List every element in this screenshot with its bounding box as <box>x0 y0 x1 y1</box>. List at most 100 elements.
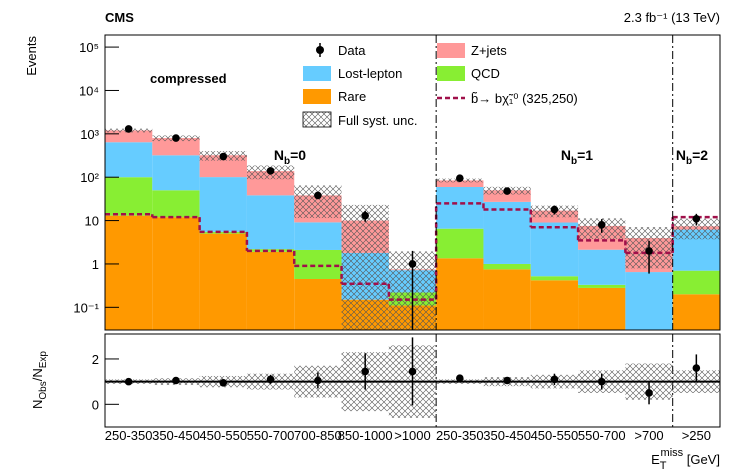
bar-segment <box>578 249 626 285</box>
bar-segment <box>578 284 626 288</box>
x-tick-label: 850-1000 <box>338 428 393 443</box>
y-tick-label: 10⁴ <box>79 83 99 98</box>
legend-label: b̃→ bχ̃₁⁰ (325,250) <box>471 91 578 106</box>
bar-segment <box>294 278 342 330</box>
syst-band <box>294 185 342 219</box>
x-tick-label: 250-350 <box>436 428 484 443</box>
bar-segment <box>199 177 247 232</box>
y-tick-label: 10³ <box>80 127 99 142</box>
bar-segment <box>436 258 484 330</box>
ratio-point <box>645 389 653 397</box>
region-label-part: =1 <box>577 147 593 163</box>
x-tick-label: >700 <box>634 428 663 443</box>
x-tick-label: 250-350 <box>105 428 153 443</box>
x-tick-label: >250 <box>682 428 711 443</box>
region-label: Nb=0 <box>274 147 306 167</box>
legend-swatch <box>437 43 465 58</box>
x-tick-label: 700-850 <box>294 428 342 443</box>
ratio-point <box>266 375 275 384</box>
bar-segment <box>199 231 247 234</box>
bar-segment <box>436 186 484 229</box>
legend: Data Z+jets Lost-lepton QCD Rare b̃→ bχ̃… <box>302 43 578 128</box>
ratio-point <box>219 378 228 387</box>
ratio-y-label: NObs/NExp <box>30 351 49 409</box>
region-label-part: b <box>686 156 692 167</box>
x-axis-label: ETmiss [GeV] <box>651 447 720 471</box>
ratio-point <box>314 376 322 385</box>
data-point <box>503 187 511 195</box>
region-label-part: b <box>284 156 290 167</box>
experiment-label: CMS <box>105 10 134 25</box>
region-label: Nb=2 <box>676 147 708 167</box>
data-point <box>314 191 322 200</box>
bar-segment <box>436 180 484 187</box>
bar-segment <box>246 249 295 252</box>
x-tick-label: >1000 <box>394 428 431 443</box>
legend-label: Z+jets <box>471 43 507 58</box>
bar-segment <box>672 270 720 295</box>
y-tick-label: 10² <box>80 170 99 185</box>
region-label-part: b <box>571 156 577 167</box>
bar-segment <box>152 155 200 191</box>
region-label: Nb=1 <box>561 147 593 167</box>
bar-segment <box>294 249 342 279</box>
ratio-point <box>597 377 606 386</box>
legend-swatch <box>303 89 331 104</box>
legend-swatch <box>303 66 331 81</box>
bar-segment <box>246 251 295 330</box>
y-tick-label: 10 <box>85 214 99 229</box>
bar-segment <box>436 228 484 259</box>
legend-label: Rare <box>338 89 366 104</box>
data-point <box>408 260 417 268</box>
y-tick-label: 10⁵ <box>79 40 99 55</box>
ratio-point <box>550 375 559 384</box>
legend-label: Data <box>338 43 366 58</box>
ratio-point <box>692 364 701 372</box>
bar-segment <box>199 155 247 178</box>
ratio-point <box>361 367 369 376</box>
ratio-point <box>456 374 464 383</box>
bar-segment <box>530 280 579 330</box>
data-point <box>266 167 275 175</box>
bar-segment <box>294 222 342 250</box>
bar-segment <box>483 190 531 202</box>
ratio-point <box>408 367 417 376</box>
region-label-part: =0 <box>290 147 306 163</box>
data-point <box>692 214 701 223</box>
data-point <box>456 174 464 182</box>
x-tick-label: 450-550 <box>531 428 579 443</box>
region-label-part: N <box>676 147 686 163</box>
x-tick-label: 350-450 <box>483 428 531 443</box>
ratio-y-tick-label: 2 <box>92 352 99 367</box>
ratio-frame <box>104 333 721 428</box>
ratio-y-tick-label: 0 <box>92 397 99 412</box>
bar-segment <box>105 130 153 143</box>
bar-segment <box>530 222 579 277</box>
bar-segment <box>105 215 153 330</box>
bar-segment <box>152 138 200 156</box>
lumi-label: 2.3 fb⁻¹ (13 TeV) <box>624 10 720 25</box>
bar-segment <box>483 263 531 270</box>
plot-frame <box>104 34 721 331</box>
x-tick-label: 350-450 <box>152 428 200 443</box>
bar-segment <box>199 233 247 330</box>
bar-segment <box>672 294 720 330</box>
bar-segment <box>625 272 673 330</box>
annotation: compressed <box>150 71 227 86</box>
bar-segment <box>152 217 200 330</box>
bar-segment <box>105 177 153 216</box>
legend-data-marker <box>316 46 324 54</box>
ratio-point <box>503 376 511 385</box>
data-point <box>645 247 653 255</box>
y-axis-label: Events <box>24 36 39 76</box>
legend-label: Full syst. unc. <box>338 113 417 128</box>
ratio-point <box>124 377 133 386</box>
data-point <box>361 211 369 220</box>
bar-segment <box>483 201 531 264</box>
syst-band <box>672 218 720 240</box>
ratio-point <box>172 376 180 385</box>
legend-label: QCD <box>471 66 500 81</box>
region-label-part: N <box>561 147 571 163</box>
legend-swatch <box>302 111 332 128</box>
